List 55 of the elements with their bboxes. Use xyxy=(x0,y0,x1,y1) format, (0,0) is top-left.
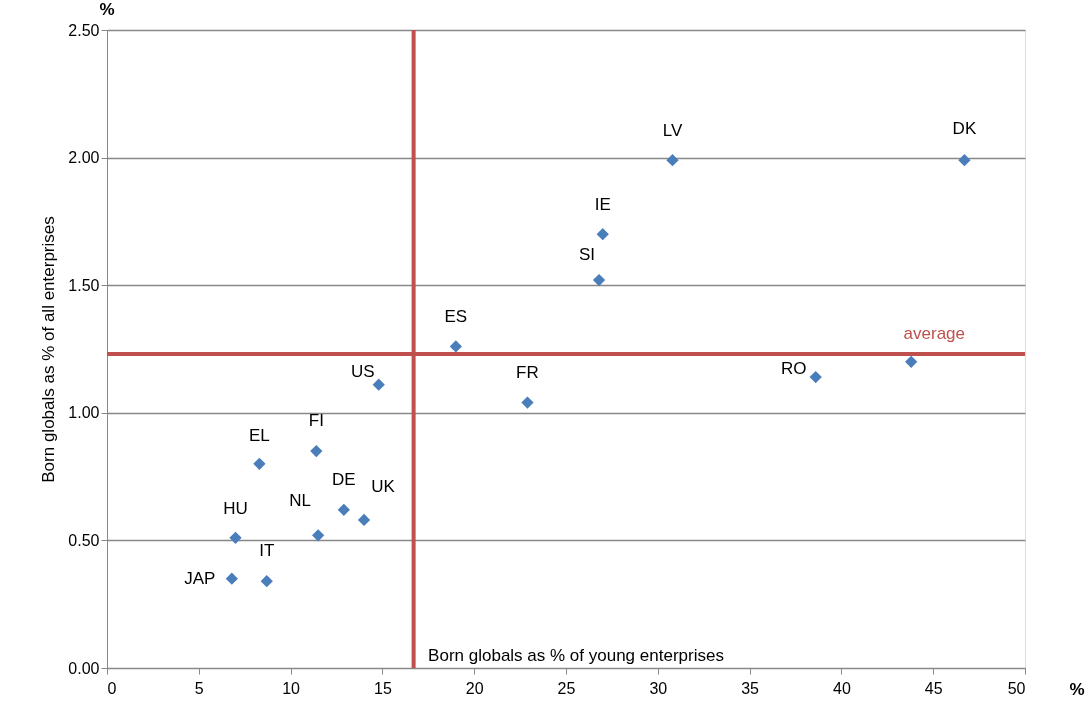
annotation: DE xyxy=(332,469,356,489)
y-tick-label: 0.50 xyxy=(68,531,100,549)
x-tick-label: 25 xyxy=(557,679,576,697)
x-tick-label: 35 xyxy=(741,679,760,697)
annotation: LV xyxy=(662,121,683,141)
point xyxy=(666,154,679,167)
point xyxy=(310,444,323,458)
point xyxy=(357,513,371,527)
x-tick-label: 40 xyxy=(833,679,851,697)
ref-line-label: average xyxy=(903,324,965,344)
point xyxy=(592,273,606,287)
annotation: DK xyxy=(952,119,977,139)
annotation: IT xyxy=(259,541,275,561)
y-tick-label: 2.50 xyxy=(68,21,100,39)
y-tick-label: 1.50 xyxy=(68,276,100,294)
x-tick-label: 20 xyxy=(465,679,484,697)
annotation: SI xyxy=(579,245,596,265)
y-tick-label: 0.00 xyxy=(68,659,100,677)
x-tick-label: 45 xyxy=(924,679,943,697)
point xyxy=(312,529,325,542)
point xyxy=(449,340,462,353)
annotation: US xyxy=(350,361,375,381)
point xyxy=(253,457,266,470)
annotation: ES xyxy=(444,307,468,327)
annotation: JAP xyxy=(184,568,216,588)
point xyxy=(225,572,238,585)
x-axis-title: Born globals as % of young enterprises xyxy=(428,646,724,665)
annotation: FR xyxy=(516,362,539,382)
point xyxy=(521,396,534,409)
y-tick-label: 1.00 xyxy=(68,404,100,422)
annotation: RO xyxy=(780,359,807,379)
annotation: HU xyxy=(223,498,248,518)
point xyxy=(229,531,242,544)
x-tick-label: 30 xyxy=(649,679,668,697)
point xyxy=(596,228,609,241)
annotation: NL xyxy=(289,491,312,511)
annotation: UK xyxy=(371,476,396,496)
annotation: FI xyxy=(308,411,324,431)
x-tick-label: 50 xyxy=(1007,679,1026,697)
point xyxy=(958,154,971,167)
x-tick-label: 0 xyxy=(107,679,117,697)
point xyxy=(905,355,918,368)
point xyxy=(372,378,385,391)
point xyxy=(809,370,822,384)
y-axis-title: Born globals as % of all enterprises xyxy=(39,216,59,483)
x-tick-label: 15 xyxy=(374,679,392,697)
text: % xyxy=(1069,680,1085,699)
text: % xyxy=(99,0,115,19)
x-tick-label: 5 xyxy=(194,679,204,697)
annotation: EL xyxy=(248,425,270,445)
point xyxy=(260,575,273,588)
point xyxy=(337,503,350,516)
y-tick-label: 2.00 xyxy=(68,149,100,167)
annotation: IE xyxy=(594,195,611,215)
x-tick-label: 10 xyxy=(282,679,301,697)
